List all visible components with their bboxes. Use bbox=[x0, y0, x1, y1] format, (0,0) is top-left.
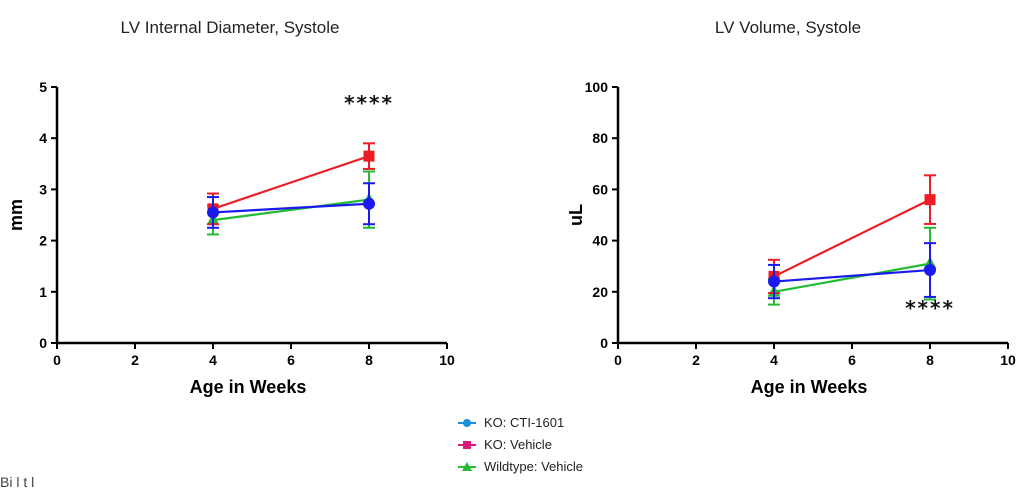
data-point bbox=[924, 264, 936, 277]
y-tick-label: 20 bbox=[592, 284, 608, 300]
series-circle bbox=[207, 182, 375, 229]
footer-text: Bi l t l bbox=[0, 474, 35, 490]
x-tick-label: 6 bbox=[848, 352, 856, 368]
significance-annotation: **** bbox=[905, 296, 955, 320]
significance-annotation: **** bbox=[344, 91, 394, 115]
x-tick-label: 0 bbox=[614, 352, 622, 368]
x-tick-label: 2 bbox=[692, 352, 700, 368]
chart-lv-internal-diameter: LV Internal Diameter, Systole 0 2 4 6 8 10 0 1 2 3… bbox=[6, 18, 455, 397]
y-tick-label: 0 bbox=[600, 335, 608, 351]
series-line bbox=[212, 155, 370, 210]
x-tick-label: 0 bbox=[53, 352, 61, 368]
y-axis-label: uL bbox=[566, 204, 586, 226]
x-axis-label: Age in Weeks bbox=[751, 377, 868, 397]
chart-title: LV Volume, Systole bbox=[715, 18, 861, 37]
legend-item-wildtype-vehicle: Wildtype: Vehicle bbox=[458, 456, 583, 478]
y-tick-label: 5 bbox=[39, 79, 47, 95]
x-tick-label: 10 bbox=[439, 352, 455, 368]
legend-label: Wildtype: Vehicle bbox=[484, 459, 583, 474]
legend-item-ko-vehicle: KO: Vehicle bbox=[458, 434, 583, 456]
series-line bbox=[773, 262, 931, 293]
y-tick-label: 40 bbox=[592, 233, 608, 249]
legend-label: KO: CTI-1601 bbox=[484, 415, 565, 430]
triangle-marker-icon bbox=[462, 462, 472, 471]
x-tick-label: 10 bbox=[1000, 352, 1016, 368]
data-point bbox=[768, 275, 780, 288]
square-marker-icon bbox=[463, 441, 471, 449]
legend-label: KO: Vehicle bbox=[484, 437, 552, 452]
y-tick-label: 2 bbox=[39, 233, 47, 249]
x-tick-label: 4 bbox=[770, 352, 778, 368]
y-tick-label: 3 bbox=[39, 181, 47, 197]
legend: KO: CTI-1601 KO: Vehicle Wildtype: Vehic… bbox=[458, 412, 583, 478]
data-point bbox=[924, 194, 936, 206]
series-line bbox=[212, 202, 370, 214]
series-line bbox=[773, 198, 931, 278]
x-tick-label: 6 bbox=[287, 352, 295, 368]
y-axis-label: mm bbox=[6, 199, 26, 231]
y-tick-label: 100 bbox=[585, 79, 609, 95]
circle-marker-icon bbox=[463, 419, 471, 427]
y-tick-label: 80 bbox=[592, 130, 608, 146]
x-axis-label: Age in Weeks bbox=[190, 377, 307, 397]
series-line bbox=[212, 198, 370, 222]
x-tick-label: 8 bbox=[926, 352, 934, 368]
x-tick-label: 2 bbox=[131, 352, 139, 368]
y-tick-label: 60 bbox=[592, 181, 608, 197]
series-circle bbox=[768, 242, 936, 300]
legend-item-ko-cti-1601: KO: CTI-1601 bbox=[458, 412, 583, 434]
data-point bbox=[363, 150, 375, 162]
data-point bbox=[207, 206, 219, 219]
series-line bbox=[773, 268, 931, 283]
y-tick-label: 0 bbox=[39, 335, 47, 351]
y-tick-label: 1 bbox=[39, 284, 47, 300]
x-tick-label: 8 bbox=[365, 352, 373, 368]
x-tick-label: 4 bbox=[209, 352, 217, 368]
y-tick-label: 4 bbox=[39, 130, 47, 146]
chart-title: LV Internal Diameter, Systole bbox=[121, 18, 340, 37]
data-point bbox=[363, 197, 375, 210]
